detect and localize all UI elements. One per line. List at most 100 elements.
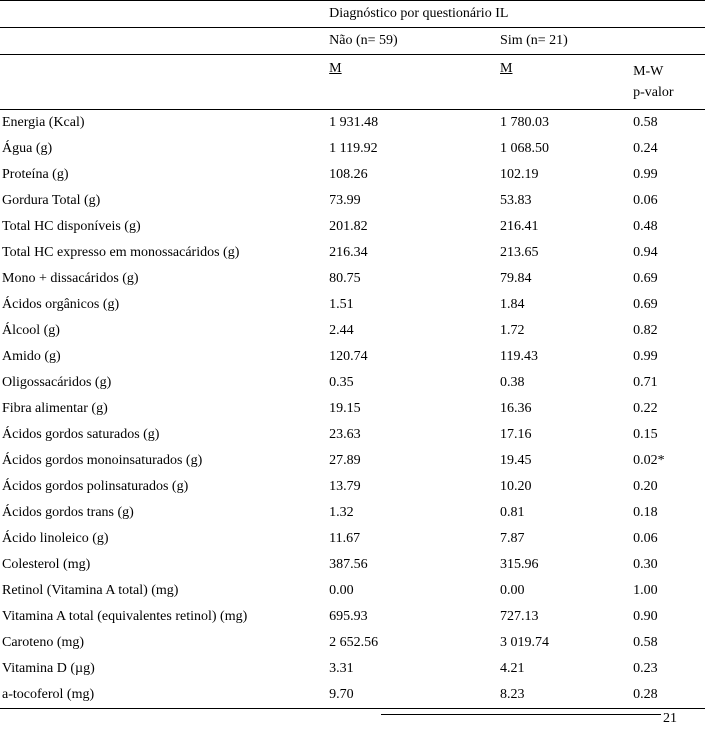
row-label: Mono + dissacáridos (g) (0, 266, 325, 292)
row-pval: 0.48 (629, 214, 705, 240)
header-m-sim-text: M (500, 61, 512, 76)
row-nao: 23.63 (325, 422, 496, 448)
row-sim: 1.72 (496, 318, 629, 344)
table-row: Retinol (Vitamina A total) (mg)0.000.001… (0, 578, 705, 604)
page-number: 21 (663, 711, 677, 726)
row-sim: 1 068.50 (496, 136, 629, 162)
row-sim: 79.84 (496, 266, 629, 292)
header-mw-line2: p-valor (633, 85, 673, 100)
row-pval: 0.28 (629, 682, 705, 709)
table-row: Proteína (g)108.26102.190.99 (0, 162, 705, 188)
row-pval: 0.99 (629, 162, 705, 188)
header-empty-cell-2 (0, 28, 325, 55)
row-label: Colesterol (mg) (0, 552, 325, 578)
table-row: Gordura Total (g)73.9953.830.06 (0, 188, 705, 214)
row-sim: 7.87 (496, 526, 629, 552)
row-sim: 0.81 (496, 500, 629, 526)
table-row: Ácidos gordos trans (g)1.320.810.18 (0, 500, 705, 526)
row-label: Vitamina A total (equivalentes retinol) … (0, 604, 325, 630)
row-nao: 1 119.92 (325, 136, 496, 162)
header-empty-cell-3 (0, 55, 325, 110)
header-row-sub: M M M-W p-valor (0, 55, 705, 110)
row-pval: 0.20 (629, 474, 705, 500)
table-row: Mono + dissacáridos (g)80.7579.840.69 (0, 266, 705, 292)
row-label: Vitamina D (µg) (0, 656, 325, 682)
row-sim: 213.65 (496, 240, 629, 266)
header-mw: M-W p-valor (629, 55, 705, 110)
row-label: a-tocoferol (mg) (0, 682, 325, 709)
row-label: Álcool (g) (0, 318, 325, 344)
header-m-nao: M (325, 55, 496, 110)
table-body: Diagnóstico por questionário IL Não (n= … (0, 1, 705, 709)
table-row: Vitamina D (µg)3.314.210.23 (0, 656, 705, 682)
row-nao: 108.26 (325, 162, 496, 188)
row-nao: 27.89 (325, 448, 496, 474)
row-nao: 2.44 (325, 318, 496, 344)
row-label: Energia (Kcal) (0, 110, 325, 137)
row-nao: 1 931.48 (325, 110, 496, 137)
row-sim: 3 019.74 (496, 630, 629, 656)
row-pval: 0.71 (629, 370, 705, 396)
row-pval: 1.00 (629, 578, 705, 604)
row-pval: 0.69 (629, 266, 705, 292)
table-row: Amido (g)120.74119.430.99 (0, 344, 705, 370)
row-sim: 1.84 (496, 292, 629, 318)
table-row: Ácidos gordos saturados (g)23.6317.160.1… (0, 422, 705, 448)
row-sim: 53.83 (496, 188, 629, 214)
row-sim: 16.36 (496, 396, 629, 422)
row-sim: 19.45 (496, 448, 629, 474)
group-title: Diagnóstico por questionário IL (325, 1, 705, 28)
row-nao: 120.74 (325, 344, 496, 370)
row-label: Total HC expresso em monossacáridos (g) (0, 240, 325, 266)
row-sim: 216.41 (496, 214, 629, 240)
table-row: Total HC expresso em monossacáridos (g)2… (0, 240, 705, 266)
row-sim: 727.13 (496, 604, 629, 630)
header-nao: Não (n= 59) (325, 28, 496, 55)
table-row: Energia (Kcal)1 931.481 780.030.58 (0, 110, 705, 137)
row-nao: 73.99 (325, 188, 496, 214)
header-sim: Sim (n= 21) (496, 28, 629, 55)
row-nao: 695.93 (325, 604, 496, 630)
table-row: Ácidos gordos polinsaturados (g)13.7910.… (0, 474, 705, 500)
row-label: Proteína (g) (0, 162, 325, 188)
header-empty-cell (0, 1, 325, 28)
row-pval: 0.99 (629, 344, 705, 370)
row-nao: 1.51 (325, 292, 496, 318)
row-label: Caroteno (mg) (0, 630, 325, 656)
row-sim: 10.20 (496, 474, 629, 500)
row-nao: 19.15 (325, 396, 496, 422)
row-label: Ácidos gordos monoinsaturados (g) (0, 448, 325, 474)
row-nao: 216.34 (325, 240, 496, 266)
table-row: Álcool (g)2.441.720.82 (0, 318, 705, 344)
header-m-nao-text: M (329, 61, 341, 76)
row-pval: 0.58 (629, 630, 705, 656)
row-nao: 2 652.56 (325, 630, 496, 656)
table-row: a-tocoferol (mg)9.708.230.28 (0, 682, 705, 709)
row-sim: 8.23 (496, 682, 629, 709)
row-label: Ácidos gordos trans (g) (0, 500, 325, 526)
row-nao: 3.31 (325, 656, 496, 682)
row-pval: 0.15 (629, 422, 705, 448)
row-pval: 0.18 (629, 500, 705, 526)
table-row: Colesterol (mg)387.56315.960.30 (0, 552, 705, 578)
row-nao: 13.79 (325, 474, 496, 500)
row-sim: 315.96 (496, 552, 629, 578)
table-row: Ácidos orgânicos (g)1.511.840.69 (0, 292, 705, 318)
row-nao: 9.70 (325, 682, 496, 709)
row-pval: 0.58 (629, 110, 705, 137)
row-pval: 0.82 (629, 318, 705, 344)
row-label: Fibra alimentar (g) (0, 396, 325, 422)
row-pval: 0.69 (629, 292, 705, 318)
row-pval: 0.06 (629, 188, 705, 214)
row-label: Oligossacáridos (g) (0, 370, 325, 396)
table-row: Ácido linoleico (g)11.677.870.06 (0, 526, 705, 552)
header-m-sim: M (496, 55, 629, 110)
row-pval: 0.02* (629, 448, 705, 474)
row-sim: 0.38 (496, 370, 629, 396)
header-empty-pval (629, 28, 705, 55)
row-label: Ácidos gordos polinsaturados (g) (0, 474, 325, 500)
row-label: Ácidos gordos saturados (g) (0, 422, 325, 448)
row-sim: 102.19 (496, 162, 629, 188)
table-row: Total HC disponíveis (g)201.82216.410.48 (0, 214, 705, 240)
row-nao: 11.67 (325, 526, 496, 552)
